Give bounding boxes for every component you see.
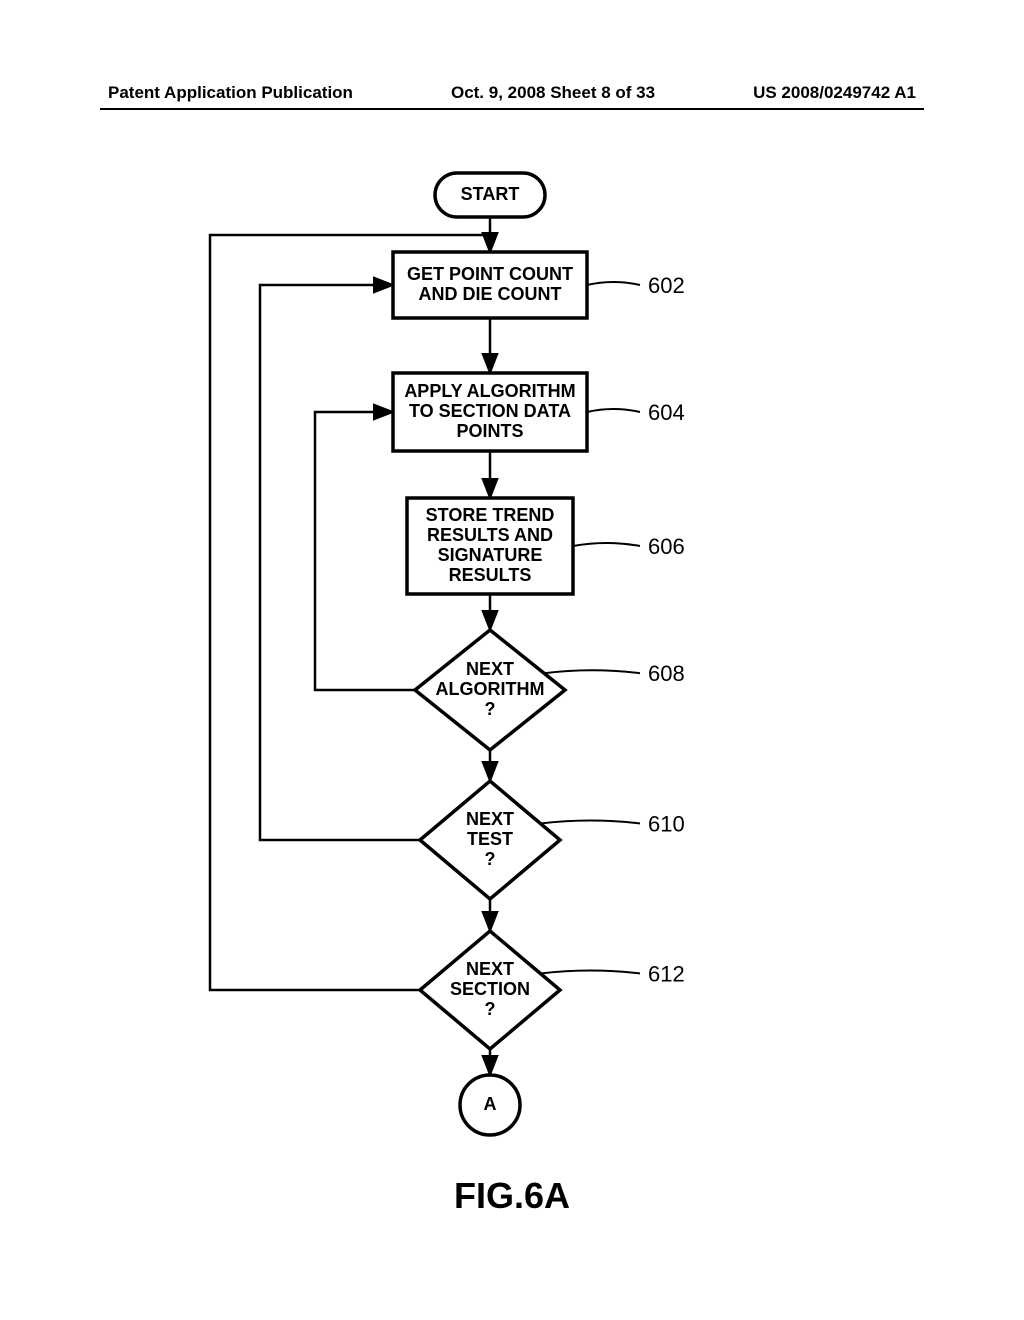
svg-text:AND DIE COUNT: AND DIE COUNT [419,284,562,304]
svg-text:612: 612 [648,961,685,986]
svg-text:?: ? [485,699,496,719]
svg-text:RESULTS: RESULTS [449,565,532,585]
svg-text:602: 602 [648,273,685,298]
svg-text:START: START [461,184,520,204]
svg-text:TO SECTION DATA: TO SECTION DATA [409,401,571,421]
svg-text:POINTS: POINTS [456,421,523,441]
svg-text:NEXT: NEXT [466,959,514,979]
svg-text:?: ? [485,999,496,1019]
svg-text:608: 608 [648,661,685,686]
svg-text:APPLY ALGORITHM: APPLY ALGORITHM [404,381,575,401]
svg-text:GET POINT COUNT: GET POINT COUNT [407,264,573,284]
header-center: Oct. 9, 2008 Sheet 8 of 33 [451,83,655,103]
svg-text:610: 610 [648,811,685,836]
svg-text:RESULTS AND: RESULTS AND [427,525,553,545]
header-left: Patent Application Publication [108,83,353,103]
svg-text:TEST: TEST [467,829,513,849]
svg-text:ALGORITHM: ALGORITHM [436,679,545,699]
svg-text:SECTION: SECTION [450,979,530,999]
svg-text:NEXT: NEXT [466,659,514,679]
header-right: US 2008/0249742 A1 [753,83,916,103]
svg-text:606: 606 [648,534,685,559]
svg-text:A: A [484,1094,497,1114]
svg-text:?: ? [485,849,496,869]
svg-text:604: 604 [648,400,685,425]
svg-text:NEXT: NEXT [466,809,514,829]
header-rule [100,108,924,110]
svg-text:SIGNATURE: SIGNATURE [438,545,543,565]
flowchart: START GET POINT COUNTAND DIE COUNT 602 APPL… [100,150,924,1150]
figure-label: FIG.6A [0,1175,1024,1217]
svg-text:STORE TREND: STORE TREND [426,505,555,525]
